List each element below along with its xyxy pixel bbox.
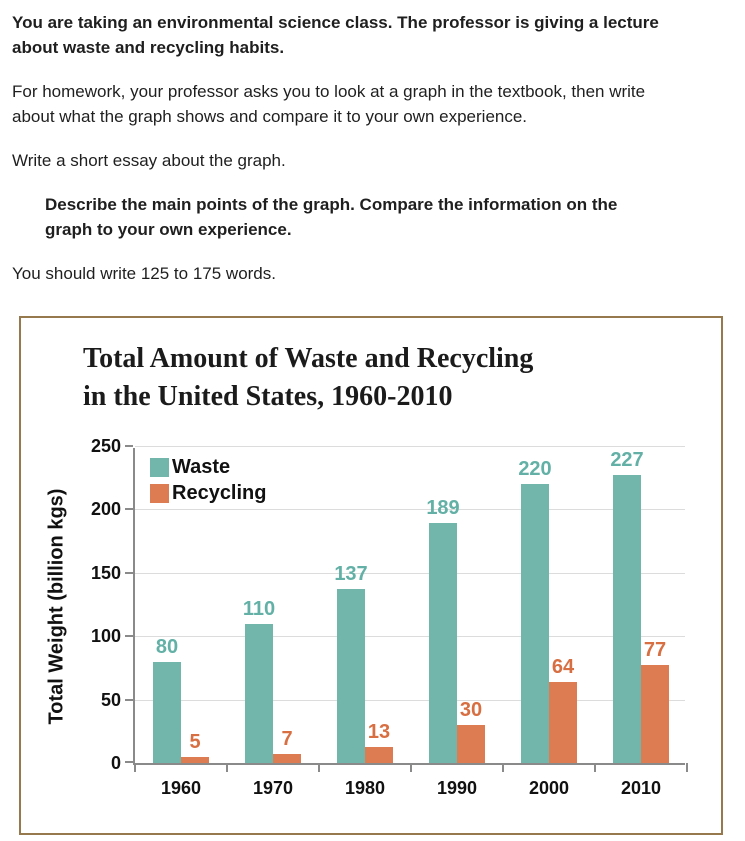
bar-recycling-1980: 13 [365, 721, 393, 763]
bar-waste-1960: 80 [153, 636, 181, 763]
x-axis-label-2000: 2000 [528, 778, 570, 798]
bar-value-label-waste-1980: 137 [334, 563, 368, 585]
bar-recycling-2010: 77 [641, 639, 669, 763]
legend-item-waste: Waste [150, 457, 266, 478]
bar-group-1970: 110 7 [227, 598, 319, 763]
y-axis-tick-label-0: 0 [110, 753, 121, 773]
bar-value-label-waste-1990: 189 [426, 497, 460, 519]
plot-area: Waste Recycling 0 50 100 150 200 250 80 5 1960 110… [91, 437, 688, 798]
assignment-instructions: You are taking an environmental science … [0, 0, 700, 286]
bar-group-1980: 137 13 [319, 563, 411, 763]
y-axis-tick [125, 508, 133, 510]
y-axis-tick [125, 635, 133, 637]
legend-swatch-icon-waste [150, 458, 169, 477]
x-axis-tick [134, 763, 136, 772]
bar-value-label-recycling-2010: 77 [643, 639, 667, 661]
bar-group-1960: 80 5 [135, 636, 227, 763]
x-axis-tick [686, 763, 688, 772]
bar-value-label-waste-2000: 220 [518, 458, 552, 480]
bar-group-2010: 227 77 [595, 449, 687, 763]
bar-waste-2010: 227 [610, 449, 644, 763]
chart-title-line-1: Total Amount of Waste and Recycling [83, 343, 534, 374]
bar-waste-1980: 137 [334, 563, 368, 763]
y-axis-tick [125, 761, 133, 763]
gridline-50 [135, 700, 685, 701]
y-axis-tick-label-50: 50 [100, 690, 121, 710]
bar-recycling-1970: 7 [273, 728, 301, 763]
x-axis-tick [410, 763, 412, 772]
y-axis-tick [125, 572, 133, 574]
bar-value-label-recycling-1980: 13 [367, 721, 391, 743]
x-axis-label-1990: 1990 [436, 778, 478, 798]
bar-group-2000: 220 64 [503, 458, 595, 763]
x-axis-label-2010: 2010 [620, 778, 662, 798]
x-axis-tick [226, 763, 228, 772]
x-axis-tick [594, 763, 596, 772]
bar-value-label-recycling-1960: 5 [189, 731, 201, 753]
bar-group-1990: 189 30 [411, 497, 503, 763]
bar-waste-1970: 110 [243, 598, 275, 763]
bar-recycling-1960: 5 [181, 731, 209, 763]
y-axis-tick-label-100: 100 [90, 626, 121, 646]
y-axis-tick-label-150: 150 [90, 563, 121, 583]
task-paragraph: Write a short essay about the graph. [12, 151, 286, 170]
bar-value-label-recycling-2000: 64 [551, 656, 575, 678]
chart-title: Total Amount of Waste and Recycling in t… [83, 340, 533, 416]
y-axis-tick [125, 445, 133, 447]
bar-recycling-1990: 30 [457, 699, 485, 763]
intro-paragraph: You are taking an environmental science … [12, 13, 659, 57]
chart-panel: Total Amount of Waste and Recycling in t… [19, 316, 723, 835]
bar-waste-2000: 220 [518, 458, 552, 763]
y-axis-label-box: Total Weight (billion kgs) [37, 448, 77, 765]
legend-label-recycling: Recycling [172, 482, 267, 504]
gridline-250 [135, 446, 685, 447]
legend: Waste Recycling [150, 457, 271, 511]
x-axis-label-1970: 1970 [252, 778, 294, 798]
bar-value-label-waste-1960: 80 [155, 636, 179, 658]
x-axis-tick [318, 763, 320, 772]
gridline-200 [135, 509, 685, 510]
homework-paragraph: For homework, your professor asks you to… [12, 82, 646, 126]
y-axis-tick-label-250: 250 [90, 436, 121, 456]
bar-value-label-waste-2010: 227 [610, 449, 644, 471]
x-axis-label-1980: 1980 [344, 778, 386, 798]
x-axis-tick [502, 763, 504, 772]
y-axis-tick-label-200: 200 [90, 499, 121, 519]
bar-value-label-recycling-1990: 30 [459, 699, 483, 721]
bar-value-label-waste-1970: 110 [242, 598, 276, 620]
word-count-paragraph: You should write 125 to 175 words. [12, 264, 276, 283]
legend-swatch-icon-recycling [150, 484, 169, 503]
gridline-100 [135, 636, 685, 637]
y-axis-tick [125, 699, 133, 701]
legend-label-waste: Waste [172, 456, 231, 478]
chart-title-line-2: in the United States, 1960-2010 [83, 381, 453, 412]
prompt-paragraph: Describe the main points of the graph. C… [45, 195, 618, 239]
x-axis-label-1960: 1960 [160, 778, 202, 798]
gridline-150 [135, 573, 685, 574]
bar-waste-1990: 189 [426, 497, 460, 763]
legend-item-recycling: Recycling [150, 483, 266, 504]
bar-value-label-recycling-1970: 7 [281, 728, 293, 750]
y-axis-label: Total Weight (billion kgs) [45, 488, 68, 725]
bar-recycling-2000: 64 [549, 656, 577, 763]
